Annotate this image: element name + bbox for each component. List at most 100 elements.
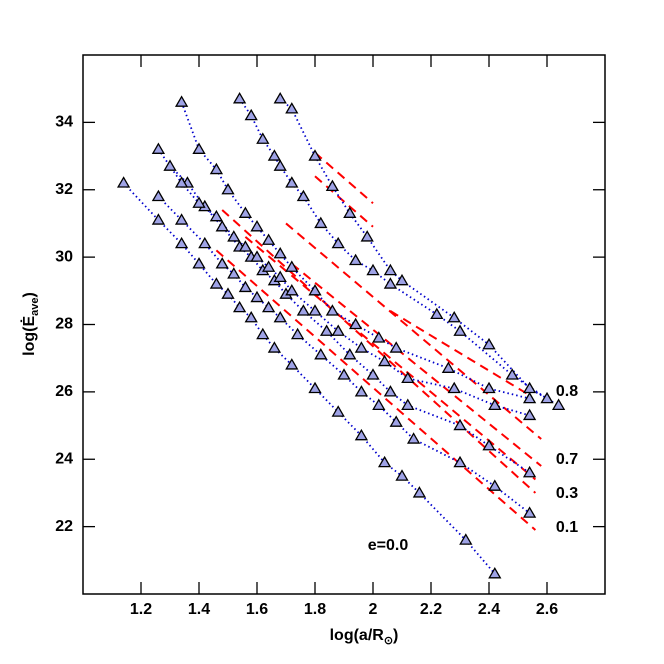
fit-line	[215, 249, 537, 531]
triangle-marker	[389, 341, 403, 353]
y-tick-label: 22	[55, 518, 73, 535]
triangle-marker	[354, 428, 369, 441]
annotation: 0.3	[556, 485, 578, 502]
triangle-marker	[221, 287, 235, 299]
triangle-marker	[540, 391, 554, 404]
triangle-marker	[232, 300, 247, 313]
triangle-marker	[372, 331, 386, 343]
x-label-end: )	[393, 627, 398, 644]
triangle-marker	[447, 310, 461, 323]
triangle-marker	[285, 284, 299, 296]
triangle-marker	[348, 317, 363, 330]
triangle-marker	[383, 263, 398, 276]
triangle-marker	[314, 216, 328, 229]
triangle-marker	[232, 91, 247, 104]
triangle-marker	[285, 358, 299, 370]
triangle-marker	[401, 398, 415, 410]
triangle-marker	[343, 206, 357, 218]
triangle-marker	[314, 348, 328, 360]
triangle-marker	[308, 381, 322, 394]
triangle-marker	[337, 368, 351, 380]
triangle-marker	[551, 398, 566, 410]
triangle-marker	[348, 253, 363, 266]
triangle-marker	[273, 310, 287, 323]
y-label-end: )	[21, 292, 38, 297]
annotation: 0.7	[556, 451, 578, 468]
triangle-marker	[325, 179, 340, 192]
triangle-marker	[250, 220, 264, 232]
y-tick-label: 30	[55, 248, 73, 265]
triangle-marker	[488, 398, 502, 410]
triangle-marker	[192, 142, 206, 154]
triangle-marker	[215, 257, 229, 269]
x-tick-label: 2.6	[536, 601, 558, 618]
triangle-marker	[209, 277, 224, 289]
x-tick-label: 1.8	[304, 601, 326, 618]
triangle-marker	[116, 176, 131, 188]
triangle-marker	[522, 381, 537, 394]
triangle-marker	[273, 270, 287, 282]
triangle-marker	[285, 102, 299, 114]
triangle-marker	[308, 304, 322, 316]
triangle-marker	[366, 263, 380, 276]
triangle-marker	[453, 324, 467, 336]
triangle-marker	[482, 381, 496, 394]
triangle-marker	[273, 91, 287, 104]
triangle-marker	[406, 432, 421, 444]
triangle-marker	[273, 246, 287, 259]
x-axis-label: log(a/R⊙)	[330, 627, 399, 647]
triangle-marker	[261, 233, 276, 245]
fit-line	[291, 263, 542, 467]
triangle-marker	[354, 341, 369, 353]
triangle-marker	[296, 304, 311, 316]
triangle-marker	[447, 381, 461, 394]
triangle-marker	[238, 240, 253, 252]
triangle-marker	[412, 486, 427, 498]
triangle-marker	[331, 405, 345, 417]
triangle-marker	[308, 149, 322, 161]
triangle-marker	[343, 348, 357, 360]
triangle-marker	[261, 300, 276, 313]
triangle-marker	[244, 108, 258, 121]
triangle-marker	[290, 327, 305, 340]
triangle-marker	[401, 371, 415, 384]
triangle-marker	[395, 273, 409, 286]
triangle-marker	[151, 189, 166, 202]
triangle-marker	[151, 213, 166, 225]
fit-line	[244, 236, 537, 481]
triangle-marker	[285, 176, 299, 188]
y-axis-label: log(Ėave)	[20, 292, 41, 356]
triangle-marker	[383, 385, 398, 397]
triangle-marker	[354, 385, 369, 397]
triangle-marker	[273, 159, 287, 171]
triangle-marker	[372, 398, 386, 410]
fit-line	[389, 310, 531, 397]
y-tick-label: 26	[55, 383, 73, 400]
triangle-marker	[198, 236, 212, 249]
x-tick-label: 1.6	[246, 601, 268, 618]
triangle-marker	[522, 391, 537, 404]
triangle-marker	[488, 479, 502, 491]
triangle-marker	[296, 189, 311, 202]
triangle-marker	[250, 250, 264, 262]
triangle-marker	[174, 213, 189, 225]
x-label-main: log(a/R	[330, 627, 385, 644]
triangle-marker	[482, 337, 496, 350]
triangle-marker	[244, 310, 258, 323]
triangle-marker	[522, 506, 537, 518]
triangle-marker	[256, 327, 270, 340]
x-tick-label: 2	[369, 601, 378, 618]
triangle-marker	[174, 236, 189, 249]
triangle-marker	[267, 341, 282, 353]
y-tick-label: 32	[55, 181, 73, 198]
triangle-marker	[430, 307, 444, 320]
x-label-sub: ⊙	[384, 635, 393, 647]
series-line	[279, 98, 560, 407]
y-tick-label: 34	[55, 114, 73, 131]
triangle-marker	[482, 438, 496, 451]
series-line	[169, 165, 531, 474]
y-label-sub: ave	[29, 297, 41, 315]
triangle-marker	[331, 324, 345, 336]
series-line	[157, 148, 530, 417]
